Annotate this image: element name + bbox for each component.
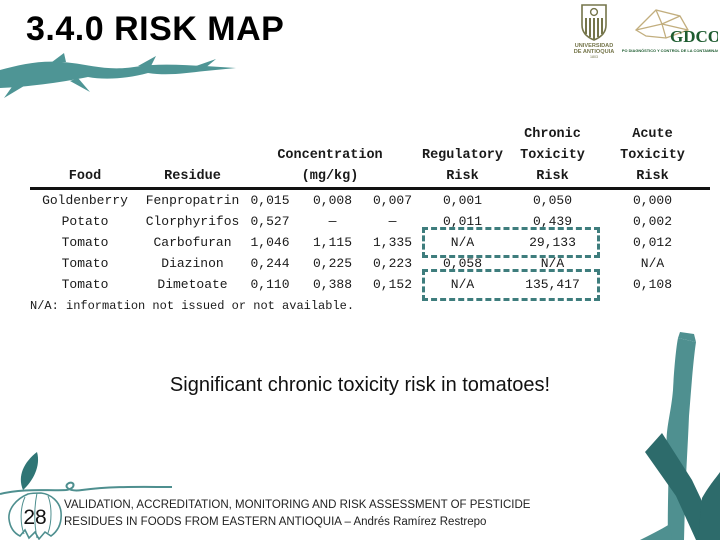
university-year: 1803 (590, 55, 598, 58)
table-footnote: N/A: information not issued or not avail… (30, 299, 355, 313)
cell-food: Tomato (61, 256, 109, 271)
cell-food: Goldenberry (42, 193, 128, 208)
cell-concentration-3: 0,223 (372, 256, 412, 271)
cell-regulatory-risk: 0,001 (442, 193, 482, 208)
cell-concentration-3: 0,152 (372, 277, 412, 292)
cell-food: Tomato (61, 277, 109, 292)
branch-icon (0, 53, 236, 98)
footer-line2: RESIDUES IN FOODS FROM EASTERN ANTIOQUIA… (64, 515, 487, 528)
header-toxicity: Toxicity (620, 148, 685, 163)
cell-food: Potato (61, 214, 109, 229)
footer-line1: VALIDATION, ACCREDITATION, MONITORING AN… (64, 499, 531, 511)
header-acute: Acute (632, 127, 673, 142)
highlight-message: Significant chronic toxicity risk in tom… (169, 374, 551, 396)
cell-concentration-3: 1,335 (372, 235, 412, 250)
header-food: Food (68, 169, 102, 184)
cell-regulatory-risk: 0,058 (442, 256, 482, 271)
header-toxicity: Toxicity (520, 148, 585, 163)
header-residue: Residue (164, 169, 221, 184)
header-risk: Risk (446, 169, 479, 184)
gdcon-name: GDCON (670, 27, 718, 46)
table-row: Tomato Dimetoate 0,110 0,388 0,152 N/A 1… (30, 274, 710, 295)
cell-acute-risk: 0,002 (632, 214, 672, 229)
table-row: Potato Clorphyrifos 0,527 — — 0,011 0,43… (30, 211, 710, 232)
cell-residue: Dimetoate (157, 277, 228, 292)
university-name-line1: UNIVERSIDAD (575, 43, 614, 49)
goldenberry-husk-icon: 28 (0, 452, 173, 540)
header-spacer (30, 124, 140, 145)
gdcon-caption: GRUPO DIAGNÓSTICO Y CONTROL DE LA CONTAM… (622, 48, 718, 53)
cell-concentration-2: 0,008 (312, 193, 352, 208)
cell-acute-risk: N/A (640, 256, 665, 271)
footer-caption: VALIDATION, ACCREDITATION, MONITORING AN… (64, 497, 704, 530)
university-crest-icon: UNIVERSIDAD DE ANTIOQUIA 1803 (574, 4, 615, 58)
cell-concentration-2: 0,225 (312, 256, 352, 271)
cell-regulatory-risk: N/A (450, 277, 475, 292)
table-row: Tomato Carbofuran 1,046 1,115 1,335 N/A … (30, 232, 710, 253)
cell-concentration-2: — (328, 214, 337, 229)
cell-concentration-2: 0,388 (312, 277, 352, 292)
header-chronic: Chronic (524, 127, 581, 142)
header-concentration: Concentration (277, 148, 383, 163)
stalk-icon (640, 332, 720, 540)
cell-concentration-1: 1,046 (250, 235, 290, 250)
cell-concentration-2: 1,115 (312, 235, 352, 250)
header-concentration-unit: (mg/kg) (301, 169, 359, 184)
header-spacer (140, 124, 245, 145)
cell-chronic-risk: 0,439 (532, 214, 572, 229)
header-spacer (30, 145, 140, 166)
cell-residue: Fenpropatrin (145, 193, 240, 208)
header-risk: Risk (536, 169, 569, 184)
cell-chronic-risk: 135,417 (525, 277, 580, 292)
gdcon-logo-icon: GDCON GRUPO DIAGNÓSTICO Y CONTROL DE LA … (622, 9, 718, 53)
cell-concentration-1: 0,110 (250, 277, 290, 292)
cell-acute-risk: 0,000 (632, 193, 672, 208)
cell-regulatory-risk: N/A (450, 235, 475, 250)
cell-concentration-1: 0,015 (250, 193, 290, 208)
cell-residue: Carbofuran (153, 235, 232, 250)
cell-residue: Clorphyrifos (145, 214, 240, 229)
cell-acute-risk: 0,108 (632, 277, 672, 292)
header-risk: Risk (636, 169, 669, 184)
cell-residue: Diazinon (161, 256, 224, 271)
header-spacer (415, 124, 510, 145)
page-title: 3.4.0 RISK MAP (26, 10, 285, 48)
header-spacer (140, 145, 245, 166)
table-row: Goldenberry Fenpropatrin 0,015 0,008 0,0… (30, 189, 710, 212)
cell-concentration-3: 0,007 (372, 193, 412, 208)
cell-concentration-1: 0,527 (250, 214, 290, 229)
university-name-line2: DE ANTIOQUIA (574, 49, 615, 55)
cell-food: Tomato (61, 235, 109, 250)
header-regulatory: Regulatory (421, 148, 503, 163)
leaf-icon (20, 452, 39, 490)
cell-chronic-risk: 0,050 (532, 193, 572, 208)
risk-table: Chronic Acute Concentration Regulatory T… (30, 124, 710, 295)
cell-chronic-risk: N/A (540, 256, 565, 271)
header-spacer (245, 124, 415, 145)
cell-concentration-1: 0,244 (250, 256, 290, 271)
cell-regulatory-risk: 0,011 (442, 214, 482, 229)
cell-concentration-3: — (388, 214, 397, 229)
table-row: Tomato Diazinon 0,244 0,225 0,223 0,058 … (30, 253, 710, 274)
cell-acute-risk: 0,012 (632, 235, 672, 250)
cell-chronic-risk: 29,133 (529, 235, 576, 250)
page-number: 28 (23, 506, 46, 529)
